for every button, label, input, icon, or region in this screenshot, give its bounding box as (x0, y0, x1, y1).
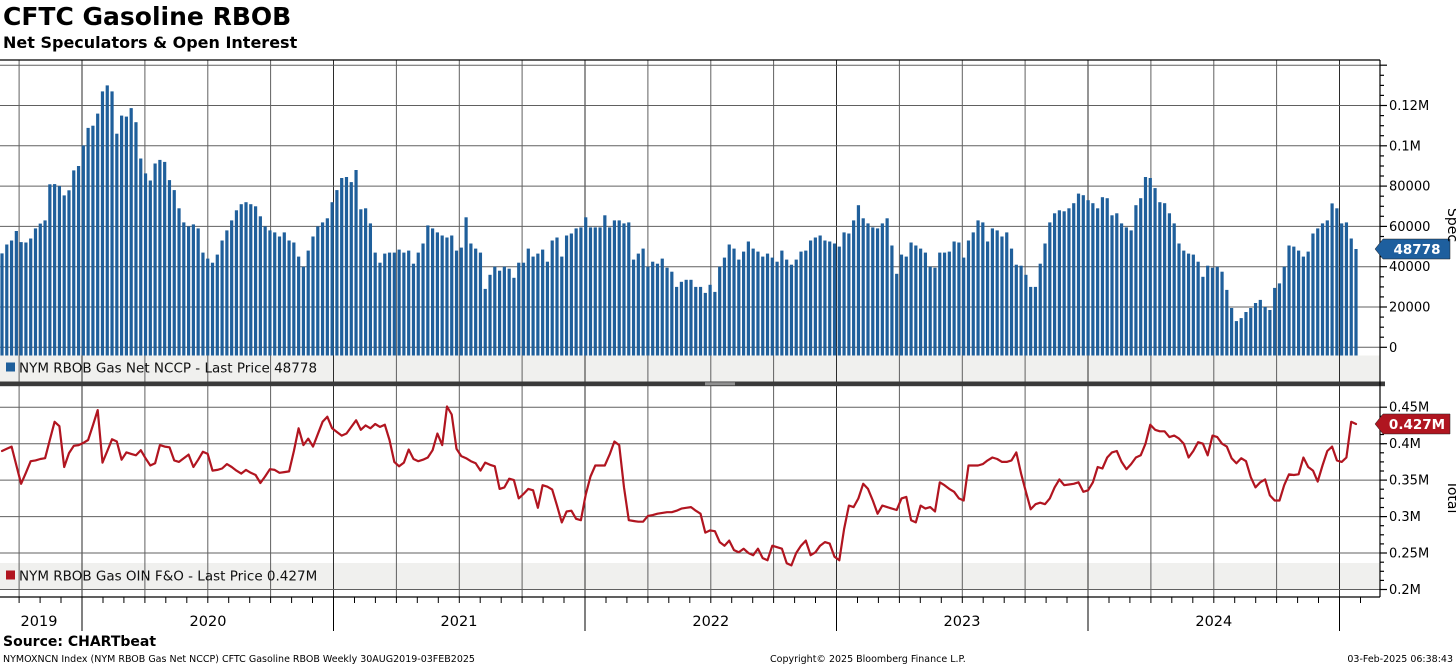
footer-ticker-info: NYMOXNCN Index (NYM RBOB Gas Net NCCP) C… (3, 654, 475, 665)
svg-text:2021: 2021 (441, 614, 478, 630)
axis-title-total: Total (1444, 480, 1456, 514)
x-axis-ticks-and-year-labels: 2019 2020 2021 2022 2023 2024 (18, 597, 1361, 631)
total-axis-ticks: 0.2M 0.25M 0.3M 0.35M 0.4M 0.45M (1380, 401, 1429, 598)
svg-text:2024: 2024 (1195, 614, 1232, 630)
legend-swatch-blue (6, 362, 15, 372)
svg-text:80000: 80000 (1389, 180, 1430, 195)
svg-text:2022: 2022 (692, 614, 729, 630)
svg-text:0.427M: 0.427M (1389, 417, 1445, 433)
page-title: CFTC Gasoline RBOB (3, 2, 292, 31)
svg-text:2019: 2019 (21, 614, 58, 630)
svg-text:0.4M: 0.4M (1389, 437, 1421, 452)
svg-text:Total: Total (1444, 480, 1456, 514)
footer-timestamp: 03-Feb-2025 06:38:43 (1347, 654, 1453, 665)
svg-text:0.12M: 0.12M (1389, 99, 1429, 114)
source-attribution: Source: CHARTbeat (3, 634, 157, 650)
svg-text:48778: 48778 (1394, 242, 1441, 258)
svg-text:NYM RBOB Gas Net NCCP - Last P: NYM RBOB Gas Net NCCP - Last Price 48778 (19, 361, 317, 377)
svg-text:60000: 60000 (1389, 220, 1430, 235)
last-price-badge-total[interactable]: 0.427M (1374, 413, 1451, 435)
panel-divider[interactable] (0, 381, 1385, 387)
divider-drag-handle (705, 382, 735, 386)
svg-text:2023: 2023 (944, 614, 981, 630)
svg-text:40000: 40000 (1389, 260, 1430, 275)
footer-copyright: Copyright© 2025 Bloomberg Finance L.P. (770, 654, 966, 665)
svg-text:20000: 20000 (1389, 301, 1430, 316)
legend-swatch-red (6, 570, 15, 580)
svg-text:0.3M: 0.3M (1389, 510, 1421, 525)
svg-text:0.45M: 0.45M (1389, 401, 1429, 416)
legend-band-bottom (0, 563, 1380, 589)
svg-text:0: 0 (1389, 341, 1397, 356)
legend-band-top (0, 355, 1380, 382)
vertical-gridlines (18, 60, 1340, 597)
svg-text:NYM RBOB Gas OIN F&O - Last Pr: NYM RBOB Gas OIN F&O - Last Price 0.427M (19, 569, 317, 585)
last-price-badge-spec[interactable]: 48778 (1374, 238, 1451, 260)
spec-bars-series (0, 85, 1358, 356)
svg-text:0.35M: 0.35M (1389, 474, 1429, 489)
axis-title-spec: Spec (1444, 208, 1456, 242)
svg-text:0.1M: 0.1M (1389, 139, 1421, 154)
spec-axis-ticks: 0 20000 40000 60000 80000 0.1M 0.12M (1380, 64, 1430, 356)
legend-spec[interactable]: NYM RBOB Gas Net NCCP - Last Price 48778 (6, 361, 317, 377)
page-subtitle: Net Speculators & Open Interest (3, 33, 298, 52)
legend-total[interactable]: NYM RBOB Gas OIN F&O - Last Price 0.427M (6, 569, 317, 585)
svg-text:0.2M: 0.2M (1389, 583, 1421, 598)
svg-text:Spec: Spec (1444, 208, 1456, 242)
svg-text:2020: 2020 (190, 614, 227, 630)
svg-text:0.25M: 0.25M (1389, 547, 1429, 562)
open-interest-line-series (0, 405, 1358, 567)
